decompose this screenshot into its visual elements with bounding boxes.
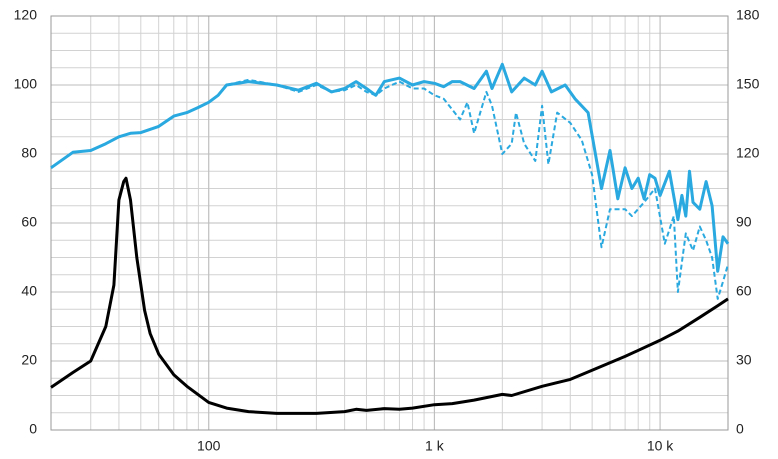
x-tick-label: 1 k bbox=[425, 438, 445, 454]
y-tick-label: 0 bbox=[29, 421, 37, 437]
y2-tick-label: 180 bbox=[736, 7, 760, 23]
y2-tick-label: 120 bbox=[736, 145, 760, 161]
y2-tick-label: 90 bbox=[736, 214, 752, 230]
y-tick-label: 60 bbox=[21, 214, 37, 230]
y2-tick-label: 150 bbox=[736, 76, 760, 92]
y-tick-label: 20 bbox=[21, 352, 37, 368]
y-tick-label: 100 bbox=[14, 76, 38, 92]
y2-tick-label: 60 bbox=[736, 283, 752, 299]
x-tick-label: 100 bbox=[197, 438, 221, 454]
y-tick-label: 120 bbox=[14, 7, 38, 23]
series-line bbox=[50, 176, 729, 415]
y2-tick-label: 0 bbox=[736, 421, 744, 437]
y2-tick-label: 30 bbox=[736, 352, 752, 368]
plot-border bbox=[50, 15, 729, 431]
y-tick-label: 40 bbox=[21, 283, 37, 299]
x-tick-label: 10 k bbox=[647, 438, 674, 454]
series-line bbox=[50, 78, 729, 300]
y-tick-label: 80 bbox=[21, 145, 37, 161]
